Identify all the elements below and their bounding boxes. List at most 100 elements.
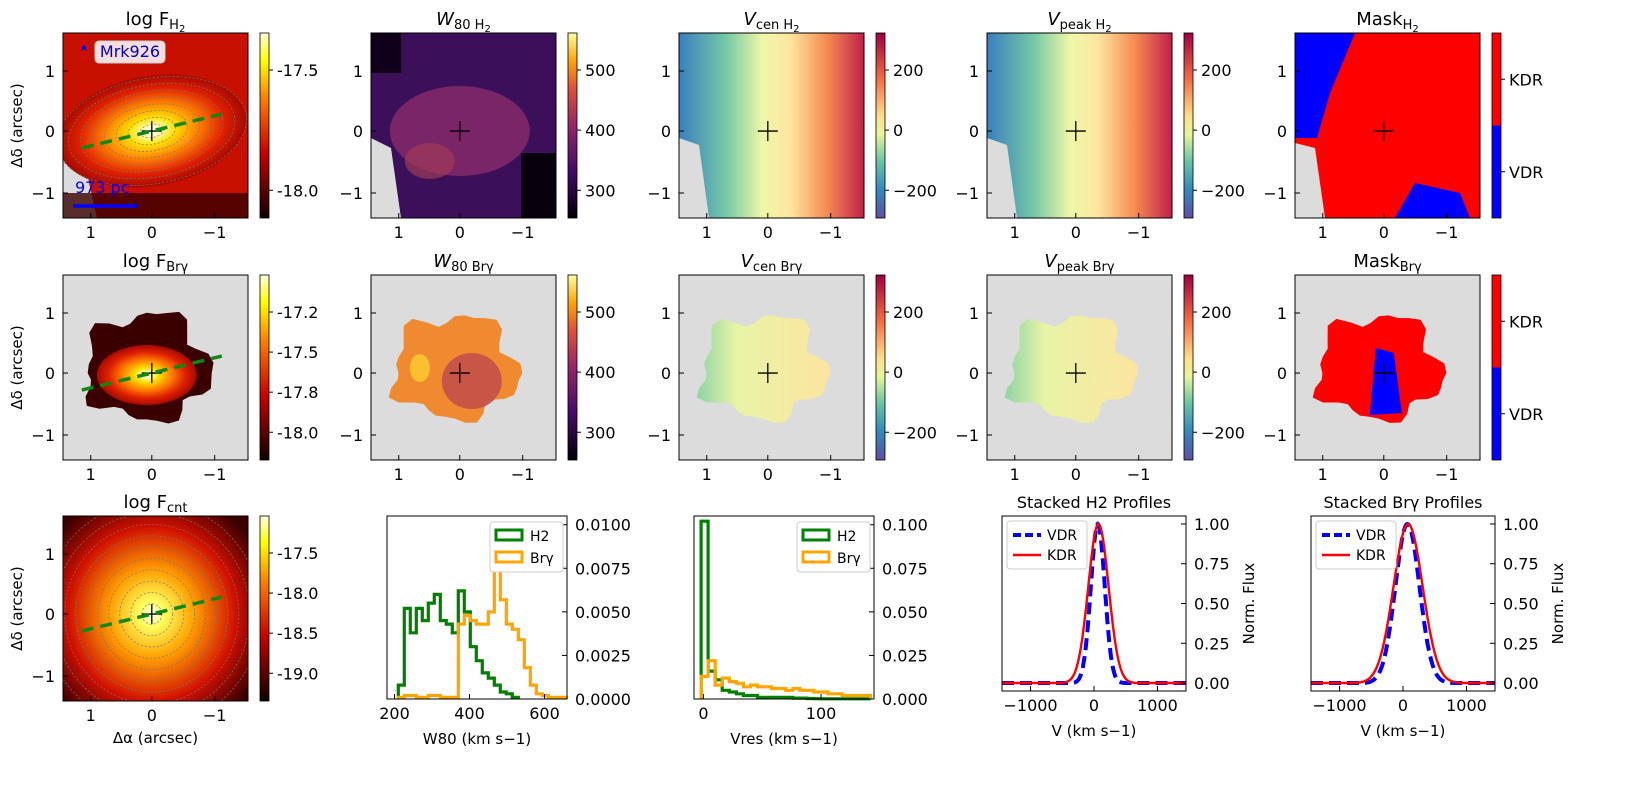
colorbar-tick-label: 200 — [1201, 61, 1232, 80]
x-tick-label: −1 — [1435, 465, 1459, 484]
chart-3: −1000 0 1000 0.00 0.25 0.50 0.75 1.00 V (km s−1)… — [1310, 493, 1567, 740]
colorbar-tick-label: 0 — [893, 363, 903, 382]
colorbar-tick-label: -17.5 — [277, 544, 318, 563]
legend-label: Brγ — [837, 551, 861, 567]
map-panel-maskbrg: 1 0 −1 1 0 −1 MaskBrγ KDR VDR — [1263, 251, 1543, 484]
colorbar-tick-label: -17.8 — [277, 383, 318, 402]
x-tick-label: −1 — [1435, 223, 1459, 242]
panel-title: W80 H2 — [436, 9, 491, 35]
x-tick-label: −1 — [511, 465, 535, 484]
y-tick-label: 0.025 — [882, 646, 928, 665]
title-subsubscript: 2 — [484, 24, 490, 35]
x-axis-label: Δα (arcsec) — [113, 729, 198, 747]
contour-line — [97, 558, 207, 671]
title-subscript: cen Brγ — [753, 260, 803, 275]
title-subsubscript: 2 — [1105, 24, 1111, 35]
y-tick-label: 0.075 — [882, 559, 928, 578]
y-tick-label: 1.00 — [1503, 515, 1539, 534]
x-tick-label: 0 — [455, 465, 465, 484]
map-image — [987, 33, 1172, 218]
y-axis-label: Δδ (arcsec) — [8, 325, 26, 409]
y-tick-label: −1 — [31, 667, 55, 686]
contour-line — [92, 96, 212, 166]
map-panel-w80h2: 1 0 −1 1 0 −1 W80 H2 500 400 300 — [339, 9, 615, 242]
map-panel-vpeakh2: 1 0 −1 1 0 −1 Vpeak H2 200 0 −200 — [955, 9, 1245, 242]
map-panel-vcenbrg: 1 0 −1 1 0 −1 Vcen Brγ 200 0 −200 — [647, 251, 937, 484]
title-subscript: H — [1403, 18, 1413, 33]
profile-KDR — [1311, 522, 1495, 685]
y-tick-label: −1 — [1263, 184, 1287, 203]
title-main: V — [1044, 251, 1058, 272]
y-tick-label: 0 — [1277, 122, 1287, 141]
legend-swatch — [494, 550, 524, 564]
colorbar-tick-label: 0 — [1201, 363, 1211, 382]
colorbar-tick-label: 400 — [585, 121, 616, 140]
x-tick-label: 1 — [1010, 465, 1020, 484]
x-tick-label: −1000 — [1003, 696, 1057, 715]
x-tick-label: −1 — [203, 465, 227, 484]
map-feature — [371, 33, 401, 73]
colorbar-tick-label: 300 — [585, 181, 616, 200]
map-panel-fbrg: 1 0 −1 1 0 −1 log FBrγ -17.2 -17.5 -17.8 -18.0 Δδ (… — [8, 251, 318, 484]
histogram-Brγ — [699, 659, 873, 699]
x-tick-label: 1 — [1010, 223, 1020, 242]
title-main: log F — [123, 251, 167, 272]
title-main: W — [436, 9, 455, 30]
y-tick-label: −1 — [31, 184, 55, 203]
masked-region — [987, 138, 1017, 218]
y-tick-label: 1 — [1277, 62, 1287, 81]
y-tick-label: −1 — [339, 184, 363, 203]
profile-KDR — [1002, 522, 1186, 685]
colorbar-tick-label: KDR — [1509, 312, 1543, 331]
contour-line — [130, 592, 174, 637]
x-tick-label: 0 — [1071, 465, 1081, 484]
map-panel-fh2: 1 0 −1 1 0 −1 log FH2 -17.5 -18.0 Δδ (arcsec) Mrk9… — [8, 9, 318, 242]
y-tick-label: 0 — [969, 122, 979, 141]
panel-title: Vpeak Brγ — [1044, 251, 1114, 275]
title-main: log F — [124, 492, 168, 513]
y-tick-label: 1 — [45, 62, 55, 81]
x-tick-label: 1 — [394, 465, 404, 484]
x-tick-label: 0 — [763, 223, 773, 242]
colorbar-tick-label: 300 — [585, 423, 616, 442]
chart-title: Stacked Brγ Profiles — [1323, 493, 1482, 512]
y-tick-label: 1 — [969, 62, 979, 81]
chart-0: 200 400 600 0.0000 0.0025 0.0050 0.0075 0.0100 W… — [379, 515, 631, 748]
x-axis-label: W80 (km s−1) — [423, 730, 531, 748]
y-tick-label: 1 — [353, 304, 363, 323]
y-tick-label: 1 — [661, 62, 671, 81]
title-main: V — [744, 9, 758, 30]
x-tick-label: 1 — [86, 706, 96, 725]
vdr-region — [1395, 183, 1470, 218]
y-tick-label: 0 — [661, 122, 671, 141]
histogram-Brγ — [396, 528, 568, 699]
contour-line — [119, 580, 185, 648]
legend-label: Brγ — [530, 551, 554, 567]
y-axis-label: Δδ (arcsec) — [8, 83, 26, 167]
x-tick-label: −1 — [511, 223, 535, 242]
colorbar — [1491, 32, 1502, 219]
y-tick-label: 0.0100 — [575, 516, 631, 535]
y-tick-label: 0 — [1277, 364, 1287, 383]
contour-line — [63, 76, 248, 187]
colorbar-tick-label: 200 — [1201, 303, 1232, 322]
y-tick-label: 0.100 — [882, 516, 928, 535]
map-frame — [678, 274, 865, 461]
map-image — [63, 516, 248, 701]
legend-label: KDR — [1047, 548, 1077, 564]
vdr-region — [1369, 348, 1402, 416]
colorbar-tick-label: 400 — [585, 363, 616, 382]
colorbar-tick-label: 0 — [893, 121, 903, 140]
scale-bar-label: 973 pc — [75, 178, 130, 197]
contour-line — [115, 110, 188, 152]
legend-label: KDR — [1356, 548, 1386, 564]
panel-title: MaskH2 — [1356, 9, 1419, 35]
y-tick-label: 0.75 — [1194, 555, 1230, 574]
y-tick-label: −1 — [31, 426, 55, 445]
masked-region — [679, 138, 709, 218]
colorbar — [259, 32, 270, 219]
y-tick-label: 0 — [45, 605, 55, 624]
masked-region — [1295, 143, 1325, 218]
position-angle-line — [81, 354, 223, 392]
contour-line — [103, 103, 200, 159]
